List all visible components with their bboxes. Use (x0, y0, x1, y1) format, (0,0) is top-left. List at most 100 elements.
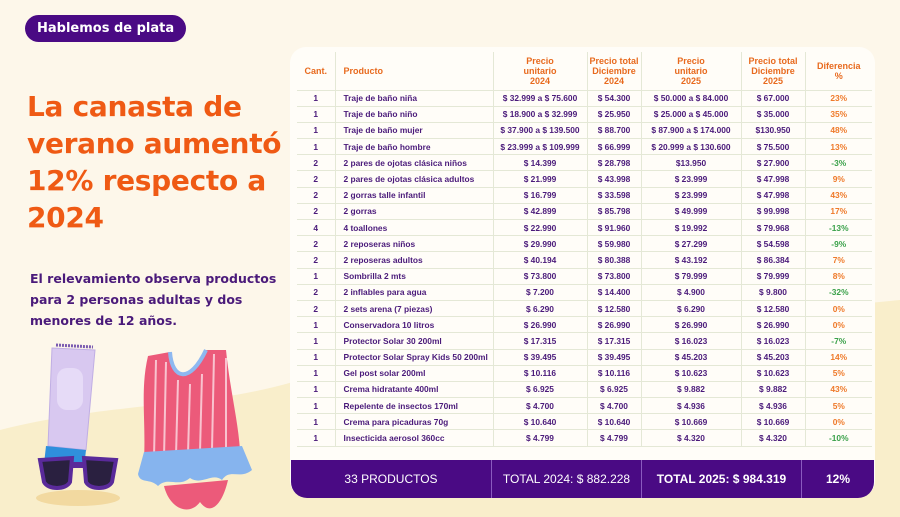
cell-total2025: $ 9.800 (740, 283, 805, 301)
cell-unit2024: $ 14.399 (492, 154, 587, 171)
cell-cant: 2 (297, 202, 335, 220)
cell-cant: 1 (297, 89, 335, 107)
cell-total2025: $ 16.023 (740, 332, 805, 349)
section-badge: Hablemos de plata (25, 15, 187, 42)
cell-cant: 2 (297, 251, 335, 269)
cell-unit2024: $ 26.990 (492, 316, 587, 333)
cell-diff: 9% (804, 170, 872, 188)
cell-unit2025: $ 45.203 (640, 348, 741, 366)
cell-total2025: $ 4.936 (740, 397, 805, 414)
cell-producto: Crema para picaduras 70g (334, 413, 493, 430)
table-row: 1 Crema hidratante 400ml $ 6.925 $ 6.925 $ 9… (297, 380, 872, 398)
cell-total2025: $ 79.968 (740, 218, 805, 236)
cell-unit2025: $ 79.999 (640, 267, 741, 285)
cell-total2024: $ 4.700 (586, 397, 641, 414)
cell-cant: 1 (297, 364, 335, 382)
cell-producto: 2 gorras (334, 202, 493, 220)
cell-cant: 1 (297, 316, 335, 333)
cell-unit2025: $ 6.290 (640, 299, 741, 317)
cell-producto: Traje de baño niño (334, 105, 493, 123)
header-total-2024: Precio total Diciembre 2024 (586, 52, 641, 90)
cell-total2025: $ 54.598 (740, 235, 805, 252)
header-unit-2024: Precio unitario 2024 (492, 52, 587, 90)
cell-total2024: $ 26.990 (586, 316, 641, 333)
cell-diff: -32% (804, 283, 872, 301)
cell-total2025: $ 10.623 (740, 364, 805, 382)
cell-unit2025: $ 10.623 (640, 364, 741, 382)
cell-total2024: $ 59.980 (586, 235, 641, 252)
cell-total2024: $ 66.999 (586, 138, 641, 155)
cell-diff: 13% (804, 138, 872, 155)
cell-diff: 48% (804, 121, 872, 139)
cell-total2024: $ 73.800 (586, 267, 641, 285)
cell-unit2025: $13.950 (640, 154, 741, 171)
cell-unit2024: $ 23.999 a $ 109.999 (492, 138, 587, 155)
cell-producto: 2 reposeras adultos (334, 251, 493, 269)
cell-total2024: $ 88.700 (586, 121, 641, 139)
cell-diff: -9% (804, 235, 872, 252)
product-count: 33 PRODUCTOS (344, 472, 438, 486)
cell-producto: Protector Solar Spray Kids 50 200ml (334, 348, 493, 366)
cell-cant: 1 (297, 348, 335, 366)
cell-unit2025: $ 4.320 (640, 429, 741, 447)
cell-cant: 1 (297, 380, 335, 398)
cell-cant: 2 (297, 283, 335, 301)
cell-producto: 2 pares de ojotas clásica adultos (334, 170, 493, 188)
cell-unit2025: $ 50.000 a $ 84.000 (640, 89, 741, 107)
cell-diff: 8% (804, 267, 872, 285)
price-table: Cant. Producto Precio unitario 2024 Precio… (297, 52, 872, 447)
cell-unit2025: $ 23.999 (640, 170, 741, 188)
cell-total2025: $ 99.998 (740, 202, 805, 220)
cell-unit2024: $ 10.116 (492, 364, 587, 382)
cell-producto: 2 inflables para agua (334, 283, 493, 301)
cell-unit2025: $ 23.999 (640, 186, 741, 204)
cell-total2025: $ 75.500 (740, 138, 805, 155)
cell-total2024: $ 12.580 (586, 299, 641, 317)
cell-producto: Crema hidratante 400ml (334, 380, 493, 398)
headline: La canasta de verano aumentó 12% respect… (27, 90, 282, 234)
table-row: 1 Traje de baño mujer $ 37.900 a $ 139.500… (297, 121, 872, 139)
cell-unit2025: $ 27.299 (640, 235, 741, 252)
cell-total2025: $ 86.384 (740, 251, 805, 269)
cell-total2025: $ 26.990 (740, 316, 805, 333)
table-row: 1 Protector Solar 30 200ml $ 17.315 $ 17.31… (297, 332, 872, 349)
table-row: 1 Crema para picaduras 70g $ 10.640 $ 10.64… (297, 413, 872, 430)
cell-unit2025: $ 25.000 a $ 45.000 (640, 105, 741, 123)
cell-cant: 2 (297, 154, 335, 171)
cell-unit2024: $ 29.990 (492, 235, 587, 252)
cell-unit2024: $ 6.925 (492, 380, 587, 398)
table-row: 1 Repelente de insectos 170ml $ 4.700 $ 4.7… (297, 397, 872, 414)
table-header-row: Cant. Producto Precio unitario 2024 Precio… (297, 52, 872, 90)
cell-total2025: $130.950 (740, 121, 805, 139)
cell-unit2024: $ 18.900 a $ 32.999 (492, 105, 587, 123)
cell-cant: 4 (297, 218, 335, 236)
cell-total2024: $ 10.640 (586, 413, 641, 430)
cell-producto: 2 reposeras niños (334, 235, 493, 252)
cell-producto: Repelente de insectos 170ml (334, 397, 493, 414)
girls-swimsuit-icon (138, 349, 252, 510)
cell-total2024: $ 54.300 (586, 89, 641, 107)
cell-diff: 43% (804, 380, 872, 398)
cell-cant: 2 (297, 170, 335, 188)
cell-total2024: $ 85.798 (586, 202, 641, 220)
cell-unit2025: $ 4.900 (640, 283, 741, 301)
cell-total2024: $ 4.799 (586, 429, 641, 447)
cell-total2024: $ 43.998 (586, 170, 641, 188)
table-row: 1 Conservadora 10 litros $ 26.990 $ 26.990 $… (297, 316, 872, 333)
header-diferencia: Diferencia% (804, 52, 872, 90)
header-unit-2025: Precio unitario 2025 (640, 52, 741, 90)
cell-unit2025: $ 43.192 (640, 251, 741, 269)
cell-total2025: $ 45.203 (740, 348, 805, 366)
cell-total2024: $ 39.495 (586, 348, 641, 366)
header-total-2025: Precio total Diciembre 2025 (740, 52, 805, 90)
cell-producto: 2 gorras talle infantil (334, 186, 493, 204)
table-row: 1 Insecticida aerosol 360cc $ 4.799 $ 4.799… (297, 429, 872, 447)
cell-unit2025: $ 19.992 (640, 218, 741, 236)
cell-cant: 1 (297, 105, 335, 123)
cell-producto: Traje de baño mujer (334, 121, 493, 139)
